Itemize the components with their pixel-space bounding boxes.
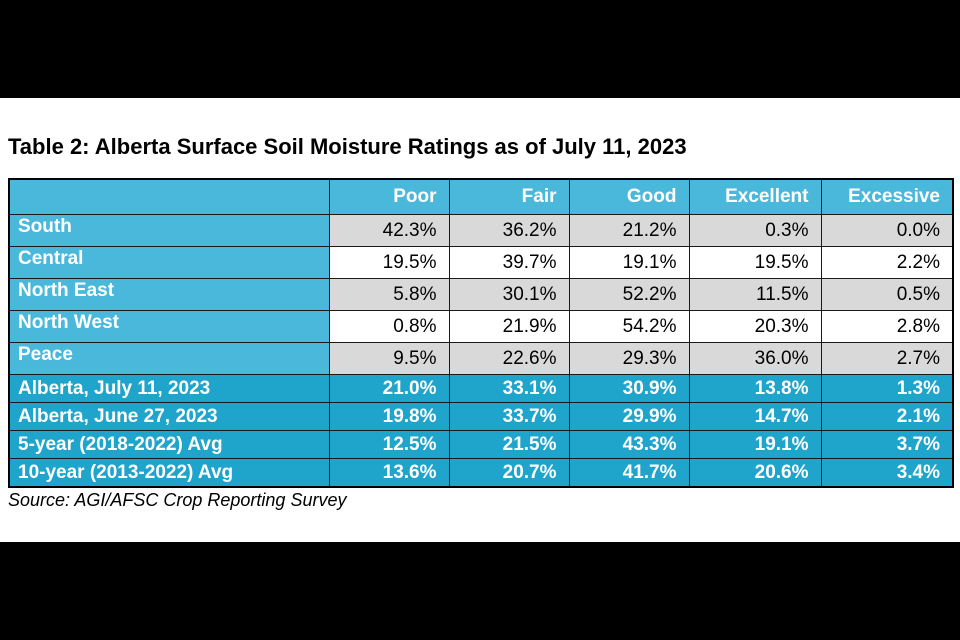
summary-row: 5-year (2018-2022) Avg 12.5% 21.5% 43.3%… <box>8 430 954 459</box>
cell-good: 43.3% <box>568 430 690 459</box>
cell-poor: 42.3% <box>328 214 450 247</box>
cell-fair: 30.1% <box>448 278 570 311</box>
cell-good: 19.1% <box>568 246 690 279</box>
cell-good: 41.7% <box>568 458 690 488</box>
cell-fair: 33.7% <box>448 402 570 431</box>
document-page: Table 2: Alberta Surface Soil Moisture R… <box>0 98 960 542</box>
cell-good: 21.2% <box>568 214 690 247</box>
cell-excellent: 20.3% <box>688 310 822 343</box>
row-label: Alberta, July 11, 2023 <box>8 374 330 403</box>
cell-poor: 19.5% <box>328 246 450 279</box>
cell-poor: 9.5% <box>328 342 450 375</box>
cell-excessive: 2.7% <box>820 342 954 375</box>
cell-poor: 12.5% <box>328 430 450 459</box>
cell-fair: 36.2% <box>448 214 570 247</box>
cell-excellent: 11.5% <box>688 278 822 311</box>
row-label: 5-year (2018-2022) Avg <box>8 430 330 459</box>
row-label: South <box>8 214 330 247</box>
table-row: South 42.3% 36.2% 21.2% 0.3% 0.0% <box>8 214 954 247</box>
cell-good: 29.9% <box>568 402 690 431</box>
summary-row: Alberta, June 27, 2023 19.8% 33.7% 29.9%… <box>8 402 954 431</box>
header-excellent: Excellent <box>688 178 822 215</box>
row-label: 10-year (2013-2022) Avg <box>8 458 330 488</box>
cell-excessive: 0.5% <box>820 278 954 311</box>
header-fair: Fair <box>448 178 570 215</box>
soil-moisture-table: Poor Fair Good Excellent Excessive South… <box>8 178 954 488</box>
table-row: North West 0.8% 21.9% 54.2% 20.3% 2.8% <box>8 310 954 343</box>
cell-fair: 21.9% <box>448 310 570 343</box>
table-row: North East 5.8% 30.1% 52.2% 11.5% 0.5% <box>8 278 954 311</box>
cell-excellent: 20.6% <box>688 458 822 488</box>
header-excessive: Excessive <box>820 178 954 215</box>
cell-good: 54.2% <box>568 310 690 343</box>
cell-excessive: 0.0% <box>820 214 954 247</box>
cell-excessive: 3.4% <box>820 458 954 488</box>
cell-excessive: 2.1% <box>820 402 954 431</box>
cell-fair: 39.7% <box>448 246 570 279</box>
cell-excessive: 3.7% <box>820 430 954 459</box>
cell-excessive: 2.8% <box>820 310 954 343</box>
cell-excellent: 13.8% <box>688 374 822 403</box>
cell-poor: 21.0% <box>328 374 450 403</box>
row-label: North East <box>8 278 330 311</box>
table-header-row: Poor Fair Good Excellent Excessive <box>8 178 954 215</box>
table-row: Central 19.5% 39.7% 19.1% 19.5% 2.2% <box>8 246 954 279</box>
row-label: Peace <box>8 342 330 375</box>
cell-fair: 33.1% <box>448 374 570 403</box>
row-label: Central <box>8 246 330 279</box>
header-corner <box>8 178 330 215</box>
cell-poor: 0.8% <box>328 310 450 343</box>
cell-excellent: 19.1% <box>688 430 822 459</box>
cell-poor: 5.8% <box>328 278 450 311</box>
cell-good: 30.9% <box>568 374 690 403</box>
table-row: Peace 9.5% 22.6% 29.3% 36.0% 2.7% <box>8 342 954 375</box>
header-poor: Poor <box>328 178 450 215</box>
summary-row: Alberta, July 11, 2023 21.0% 33.1% 30.9%… <box>8 374 954 403</box>
cell-excellent: 19.5% <box>688 246 822 279</box>
source-note: Source: AGI/AFSC Crop Reporting Survey <box>8 490 347 510</box>
cell-good: 29.3% <box>568 342 690 375</box>
cell-excellent: 14.7% <box>688 402 822 431</box>
cell-fair: 21.5% <box>448 430 570 459</box>
cell-excessive: 2.2% <box>820 246 954 279</box>
summary-row: 10-year (2013-2022) Avg 13.6% 20.7% 41.7… <box>8 458 954 488</box>
cell-good: 52.2% <box>568 278 690 311</box>
row-label: Alberta, June 27, 2023 <box>8 402 330 431</box>
cell-excellent: 0.3% <box>688 214 822 247</box>
header-good: Good <box>568 178 690 215</box>
cell-poor: 19.8% <box>328 402 450 431</box>
cell-fair: 22.6% <box>448 342 570 375</box>
cell-poor: 13.6% <box>328 458 450 488</box>
cell-excellent: 36.0% <box>688 342 822 375</box>
cell-fair: 20.7% <box>448 458 570 488</box>
cell-excessive: 1.3% <box>820 374 954 403</box>
table-title: Table 2: Alberta Surface Soil Moisture R… <box>8 134 687 159</box>
row-label: North West <box>8 310 330 343</box>
